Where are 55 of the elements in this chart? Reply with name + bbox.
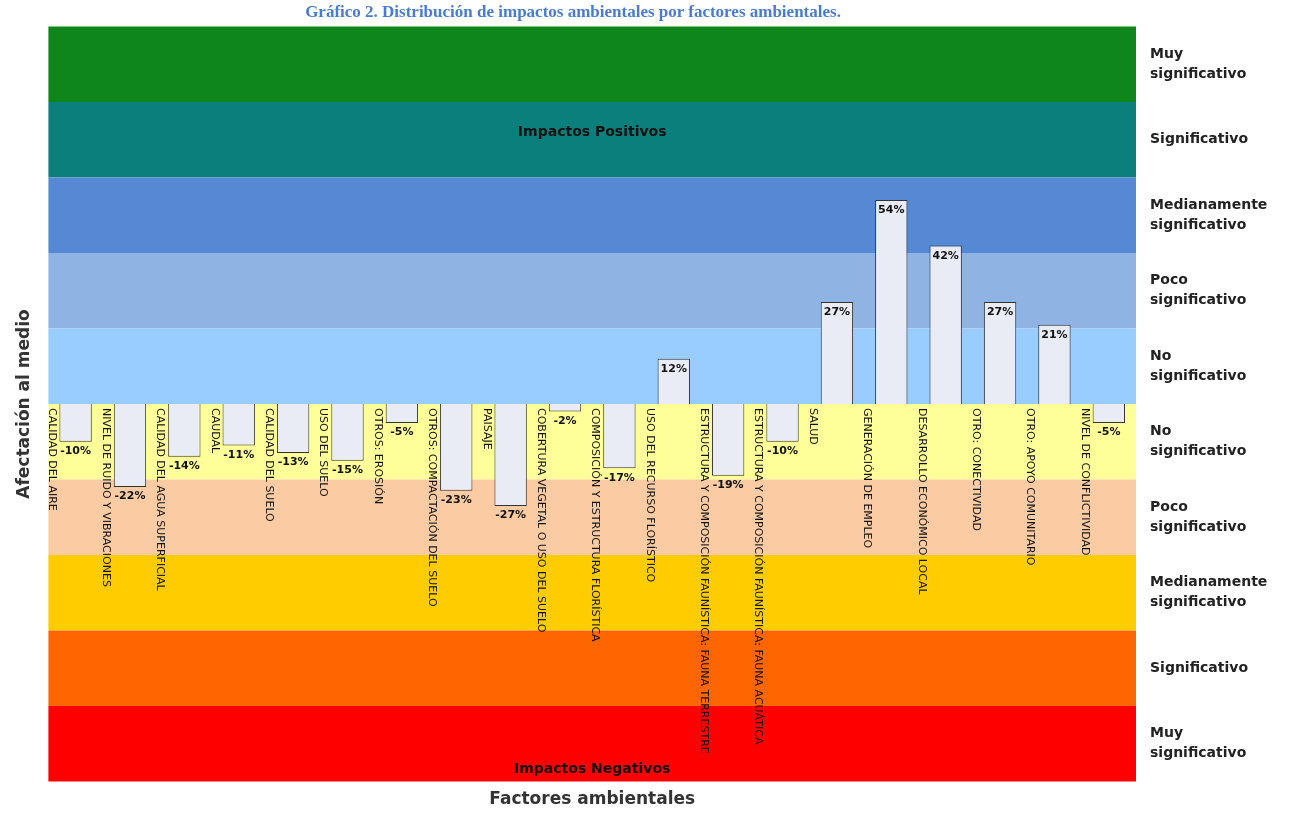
- x-tick-label: OTRO: APOYO COMUNITARIO: [1024, 408, 1038, 566]
- x-tick-label: CALIDAD DEL SUELO: [263, 408, 277, 523]
- data-label: -22%: [114, 489, 146, 503]
- band-label: Medianamente significativo: [1150, 573, 1268, 610]
- x-tick-label: CALIDAD DEL AIRE: [45, 408, 59, 511]
- x-tick-label: USO DEL SUELO: [317, 408, 331, 497]
- data-label: -5%: [1097, 425, 1121, 439]
- annotation: Impactos Negativos: [514, 760, 671, 777]
- x-tick-label: OTROS: COMPACTACIÓN DEL SUELO: [426, 408, 440, 607]
- data-label: -23%: [440, 493, 472, 507]
- data-label: -17%: [603, 470, 635, 484]
- y-axis-title: Afectación al medio: [12, 309, 33, 499]
- data-label: -11%: [223, 447, 255, 461]
- data-label: -2%: [553, 413, 577, 427]
- chart-title: Gráfico 2. Distribución de impactos ambientales por factores ambientales.: [305, 1, 841, 21]
- x-tick-label: ESTRUCTURA Y COMPOSICIÓN FAUNÍSTICA: FAUNA ACUÁTICA: [752, 408, 766, 745]
- x-tick-label: OTROS: EROSIÓN: [371, 408, 385, 505]
- band-label: No significativo: [1150, 346, 1247, 383]
- data-label: -27%: [495, 508, 527, 522]
- band-label: Muy significativo: [1150, 724, 1247, 761]
- x-tick-label: DESARROLLO ECONÓMICO LOCAL: [915, 408, 929, 596]
- x-tick-label: PAISAJE: [480, 408, 494, 450]
- x-tick-label: CALIDAD DEL AGUA SUPERFICIAL: [154, 408, 168, 592]
- data-label: -10%: [60, 444, 92, 458]
- data-label: 54%: [878, 203, 905, 217]
- band-label: Significativo: [1150, 658, 1249, 675]
- data-label: 21%: [1041, 328, 1068, 342]
- data-label: 27%: [823, 305, 851, 319]
- data-label: 12%: [660, 362, 687, 376]
- x-tick-label: COBERTURA VEGETAL O USO DEL SUELO: [534, 408, 548, 633]
- x-tick-label: OTRO: CONECTIVIDAD: [970, 408, 984, 531]
- data-label: -13%: [277, 455, 309, 469]
- x-tick-label: GENERACIÓN DE EMPLEO: [861, 408, 875, 549]
- data-label: -5%: [390, 425, 414, 439]
- x-tick-label: ESTRUCTURA Y COMPOSICIÓN FAUNÍSTICA: FAUNA TERRESTRE: [698, 408, 712, 754]
- x-tick-label: COMPOSICIÓN Y ESTRUCTURA FLORÍSTICA: [589, 408, 603, 643]
- data-label: -10%: [767, 444, 798, 458]
- x-tick-label: SALUD: [806, 408, 820, 445]
- annotation: Impactos Positivos: [517, 122, 667, 139]
- data-label: 27%: [986, 305, 1014, 319]
- data-label: -19%: [712, 478, 744, 492]
- band-label: Significativo: [1150, 130, 1249, 147]
- data-label: -14%: [168, 459, 200, 473]
- band-label: Poco significativo: [1150, 497, 1247, 534]
- band-label: Medianamente significativo: [1150, 195, 1268, 232]
- x-tick-label: USO DEL RECURSO FLORÍSTICO: [643, 408, 657, 583]
- data-label: -15%: [332, 463, 363, 476]
- band-label: Muy significativo: [1150, 44, 1247, 81]
- x-axis-title: Factores ambientales: [489, 788, 696, 809]
- data-label: 42%: [932, 248, 959, 262]
- x-tick-label: CAUDAL: [208, 408, 222, 455]
- x-tick-label: NIVEL DE CONFLICTIVIDAD: [1078, 408, 1092, 556]
- band-label: No significativo: [1150, 422, 1247, 459]
- band-label: Poco significativo: [1150, 271, 1247, 308]
- x-tick-label: NIVEL DE RUIDO Y VIBRACIONES: [99, 408, 113, 587]
